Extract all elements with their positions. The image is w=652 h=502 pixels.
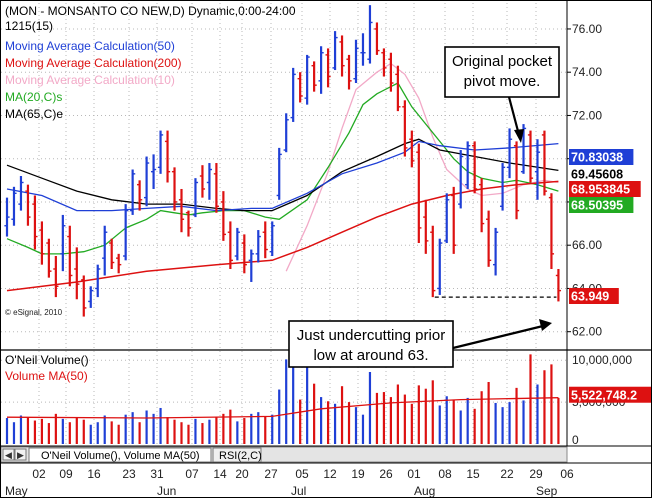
day-label-15: 15 [466,467,480,481]
undercut-callout-box [288,320,454,368]
tab-rsi-label: RSI(2,C) [219,450,262,462]
price-badge-3: 68.50395 [571,199,623,213]
price-bars [4,5,562,317]
pivot-callout-line-1: pivot move. [464,73,541,90]
legend-entry-3: MA(20,C)s [5,90,62,104]
day-label-2: 16 [87,467,101,481]
legend-entry-1: Moving Average Calculation(200) [5,56,182,70]
price-badge-2: 68.953845 [571,183,630,197]
price-badge-0: 70.83038 [571,151,623,165]
volume-ma-badge: 5,522,748.2 [571,389,637,403]
price-badge-bg-0 [569,149,634,165]
ma20-line [6,82,559,255]
ma65-line [6,138,559,212]
scroll-left-icon: ◀ [5,450,12,460]
legend-entry-2: Moving Average Calculation(10) [5,73,175,87]
annotations: Original pocket pivot move. Just undercutt… [288,46,560,368]
legend-entry-4: MA(65,C)e [5,107,63,121]
price-badge-bg-4 [569,288,619,304]
price-badge-1: 69.45608 [571,168,623,182]
tab-volume-label: O'Neil Volume(), Volume MA(50) [41,450,200,462]
month-label-2: Jul [291,484,306,497]
day-label-13: 01 [407,467,421,481]
day-label-0: 02 [32,467,46,481]
price-tick-label-0: 62.00 [572,325,602,339]
volume-ma-badge-bg [569,386,652,403]
pivot-arrow-shaft [507,96,521,136]
day-label-11: 19 [351,467,365,481]
day-label-9: 05 [295,467,309,481]
undercut-callout-line-1: low at around 63. [313,347,428,364]
day-label-3: 23 [122,467,136,481]
chart-title: (MON - MONSANTO CO NEW,D) Dynamic,0:00-2… [5,4,296,18]
scroll-right-icon: ▶ [17,450,24,460]
volume-tick-label-2: 0 [572,433,579,447]
volume-ma-line [6,397,559,419]
day-label-14: 08 [438,467,452,481]
day-label-8: 27 [264,467,278,481]
month-label-4: Sep [536,484,558,497]
day-label-5: 07 [185,467,199,481]
day-label-1: 09 [59,467,73,481]
pivot-arrow-head [514,129,524,143]
copyright-label: © eSignal, 2010 [5,308,63,317]
price-badge-bg-3 [569,197,634,213]
undercut-callout-line-0: Just undercutting prior [297,327,445,344]
price-tick-label-5: 72.00 [572,108,602,122]
day-label-10: 12 [323,467,337,481]
price-tick-label-2: 66.00 [572,238,602,252]
month-label-1: Jun [157,484,176,497]
price-tick-label-6: 74.00 [572,65,602,79]
bar-count: 1215(15) [5,19,53,33]
price-badge-bg-2 [569,181,641,197]
day-label-17: 29 [529,467,543,481]
volume-panel-title: O'Neil Volume() [5,353,89,367]
chart-labels: (MON - MONSANTO CO NEW,D) Dynamic,0:00-2… [2,4,652,463]
ma10-line [285,62,559,272]
undercut-arrow-shaft [452,324,544,350]
day-label-16: 22 [500,467,514,481]
ma200-line [6,180,559,292]
volume-bars [5,354,560,444]
price-tick-label-7: 76.00 [572,22,602,36]
month-label-3: Aug [414,484,435,497]
legend-entry-0: Moving Average Calculation(50) [5,39,175,53]
day-label-6: 14 [213,467,227,481]
pivot-callout-line-0: Original pocket [452,53,553,70]
day-label-7: 20 [235,467,249,481]
tab-volume[interactable] [28,447,212,463]
volume-ma-label: Volume MA(50) [5,369,88,383]
volume-tick-label-0: 10,000,000 [572,353,632,367]
undercut-arrow-head [539,319,552,331]
pivot-callout-box [444,46,560,98]
scroll-left-button[interactable] [2,448,15,461]
month-label-0: May [5,484,28,497]
scroll-right-button[interactable] [14,448,27,461]
price-badge-4: 63.949 [571,290,609,304]
ma50-line [6,140,559,212]
tab-rsi[interactable] [212,447,262,463]
day-label-18: 06 [560,467,574,481]
day-label-12: 26 [379,467,393,481]
day-label-4: 31 [150,467,164,481]
